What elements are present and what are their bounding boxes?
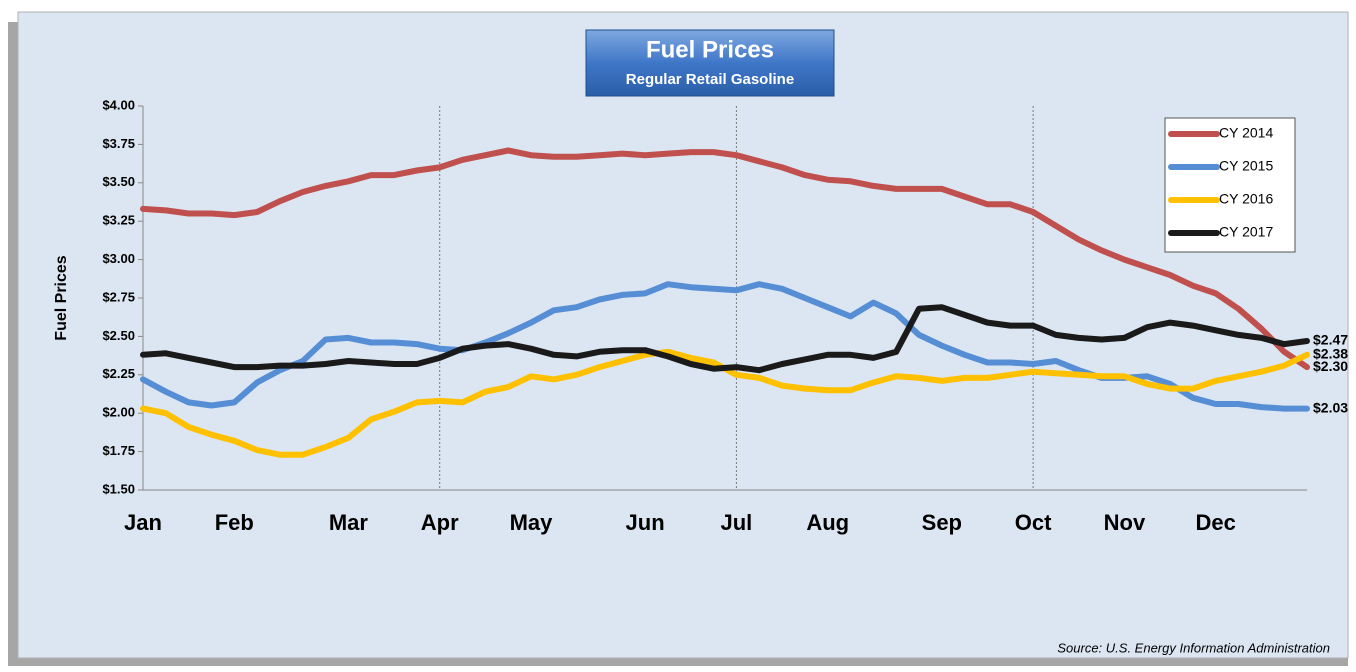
x-tick-label: Mar — [329, 510, 369, 535]
x-tick-label: Jan — [124, 510, 162, 535]
value-label: $2.30 — [1313, 358, 1348, 374]
y-tick-label: $4.00 — [102, 97, 135, 112]
x-tick-label: Oct — [1015, 510, 1052, 535]
y-tick-label: $2.25 — [102, 366, 135, 381]
y-tick-label: $2.75 — [102, 289, 135, 304]
y-tick-label: $1.75 — [102, 443, 135, 458]
legend-label: CY 2015 — [1219, 158, 1273, 174]
series-line — [140, 147, 1310, 371]
x-tick-label: Dec — [1196, 510, 1236, 535]
y-tick-label: $2.00 — [102, 405, 135, 420]
legend-label: CY 2017 — [1219, 224, 1273, 240]
y-tick-label: $2.50 — [102, 328, 135, 343]
y-axis-label: Fuel Prices — [53, 255, 70, 340]
chart-title: Fuel Prices — [646, 36, 774, 63]
y-tick-label: $3.50 — [102, 174, 135, 189]
source-note: Source: U.S. Energy Information Administ… — [1057, 640, 1330, 655]
x-tick-label: Nov — [1104, 510, 1146, 535]
y-tick-label: $3.00 — [102, 251, 135, 266]
x-tick-label: Apr — [421, 510, 459, 535]
value-label: $2.38 — [1313, 346, 1348, 362]
y-tick-label: $3.75 — [102, 136, 135, 151]
value-label: $2.47 — [1313, 332, 1348, 348]
legend-label: CY 2014 — [1219, 125, 1273, 141]
x-tick-label: Aug — [806, 510, 849, 535]
y-tick-label: $3.25 — [102, 213, 135, 228]
x-tick-label: May — [510, 510, 554, 535]
panel — [17, 11, 1349, 659]
chart-subtitle: Regular Retail Gasoline — [626, 71, 794, 88]
x-tick-label: Sep — [922, 510, 962, 535]
x-tick-label: Jul — [721, 510, 753, 535]
series-line — [140, 304, 1310, 374]
value-label: $2.03 — [1313, 399, 1348, 415]
x-tick-label: Feb — [215, 510, 254, 535]
x-tick-label: Jun — [626, 510, 665, 535]
y-tick-label: $1.50 — [102, 481, 135, 496]
legend-box — [1164, 117, 1296, 253]
legend-label: CY 2016 — [1219, 191, 1273, 207]
title-box — [585, 29, 835, 97]
